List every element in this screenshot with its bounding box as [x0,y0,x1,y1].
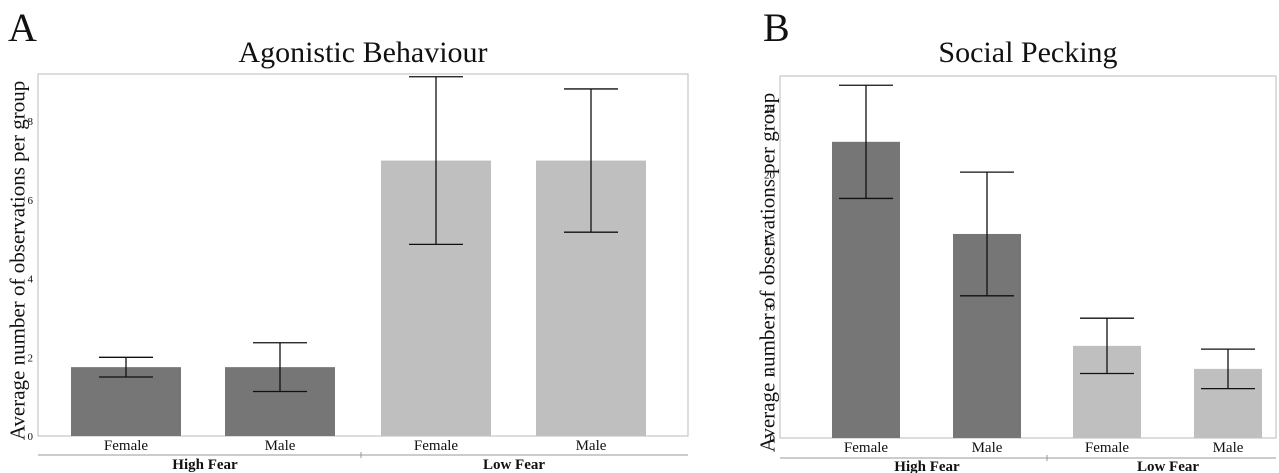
x-tick-label: Male [265,438,296,454]
group-label: Low Fear [1137,459,1199,473]
y-tick-label: 4 [28,274,34,286]
bar [71,367,181,436]
y-tick-label: 6 [28,195,34,207]
chart-plot-b: 0 5 10 15 20 25 Female Male Female Male High Fear L… [764,75,1277,473]
group-label: High Fear [172,457,238,473]
y-tick-label: 8 [28,116,34,128]
x-tick-label: Female [414,438,458,454]
y-tick-label: 15 [764,236,776,248]
panel-letter-b: B [763,5,790,50]
plot-frame [37,73,689,437]
chart-panel-a: A Agonistic Behaviour Average number of … [6,5,689,473]
chart-title-a: Agonistic Behaviour [238,36,488,69]
panel-letter-a: A [8,5,37,50]
y-tick-label: 2 [28,352,34,364]
y-tick-label: 5 [770,367,776,379]
y-tick-label: 0 [770,433,776,445]
x-tick-label: Female [1085,440,1129,456]
x-tick-label: Female [104,438,148,454]
x-tick-label: Male [1213,440,1244,456]
plot-frame [779,75,1277,439]
x-tick-label: Female [844,440,888,456]
x-tick-label: Male [972,440,1003,456]
group-label: Low Fear [483,457,545,473]
chart-plot-a: 0 2 4 6 8 Female Male Female Male High Fear Low Fe… [28,73,689,473]
y-tick-label: 20 [764,170,776,182]
x-tick-label: Male [576,438,607,454]
group-label: High Fear [894,459,960,473]
y-tick-label: 25 [764,104,776,116]
y-tick-label: 0 [28,431,34,443]
chart-panel-b: B Social Pecking Average number of obser… [745,0,1279,473]
chart-title-b: Social Pecking [938,36,1118,69]
y-tick-label: 10 [764,301,776,313]
